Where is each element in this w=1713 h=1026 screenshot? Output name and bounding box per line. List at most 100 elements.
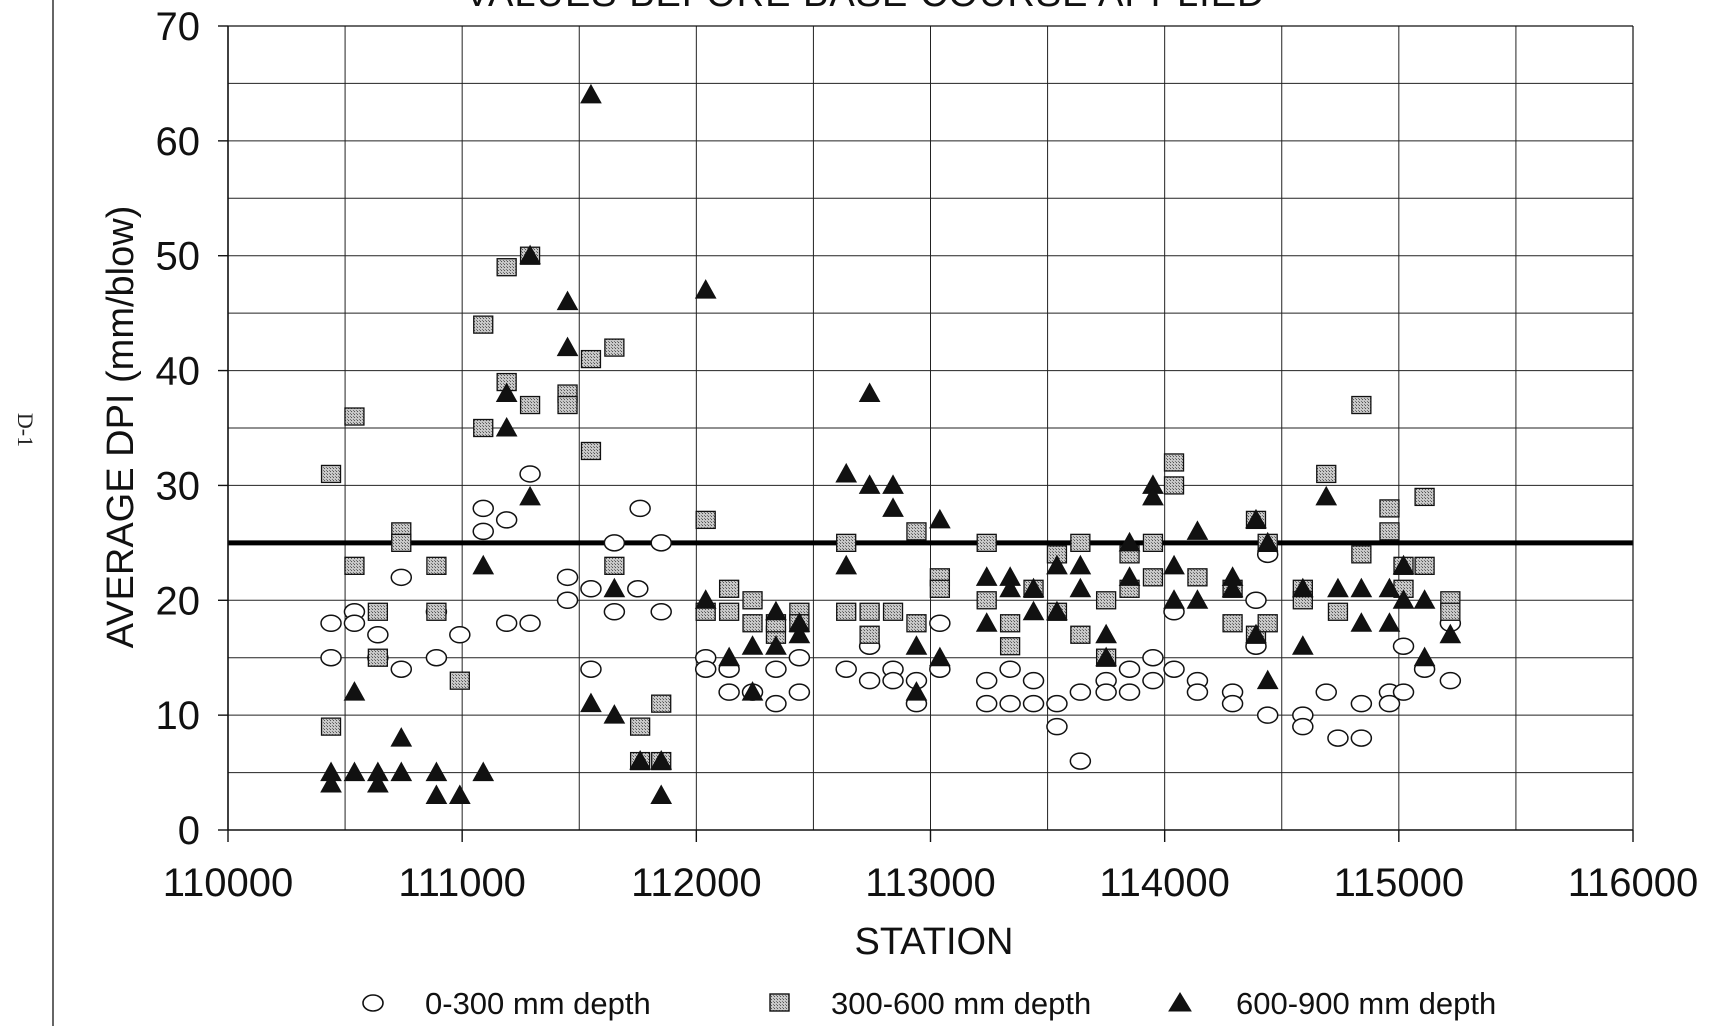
point-triangle — [741, 681, 764, 701]
point-triangle — [1022, 600, 1045, 621]
point-square — [426, 556, 447, 575]
point-triangle — [1413, 646, 1436, 667]
point-triangle — [390, 761, 413, 782]
point-circle — [367, 625, 389, 644]
legend-item-600-900: 600-900 mm depth — [1168, 986, 1496, 1021]
chart-title: VALUES BEFORE BASE COURSE APPLIED — [465, 0, 1266, 15]
y-tick-label: 40 — [156, 350, 201, 394]
point-circle — [999, 660, 1021, 678]
point-square — [929, 579, 951, 598]
point-triangle — [650, 784, 673, 805]
legend: 0-300 mm depth 300-600 mm depth 600-900 … — [362, 986, 1496, 1021]
page-label: D-1 — [13, 413, 38, 447]
point-square — [1414, 556, 1435, 575]
point-circle — [627, 580, 649, 598]
point-triangle — [765, 600, 787, 621]
point-square — [519, 395, 541, 415]
point-triangle — [835, 462, 858, 483]
x-tick-label: 114000 — [1099, 861, 1230, 905]
point-square — [1440, 602, 1461, 621]
point-triangle — [1256, 669, 1279, 690]
point-square — [1316, 464, 1337, 484]
point-triangle — [1118, 531, 1141, 552]
point-triangle — [1022, 577, 1045, 598]
point-circle — [1256, 706, 1279, 724]
point-circle — [1118, 660, 1141, 678]
point-circle — [1046, 694, 1068, 713]
point-triangle — [1378, 612, 1401, 632]
point-square — [1187, 568, 1208, 587]
point-circle — [629, 499, 651, 518]
y-tick-label: 0 — [178, 809, 200, 853]
point-triangle — [390, 727, 413, 747]
point-circle — [603, 603, 626, 621]
x-tick-label: 116000 — [1568, 861, 1699, 905]
point-square — [999, 614, 1021, 633]
point-triangle — [765, 635, 787, 655]
point-circle — [765, 694, 787, 713]
point-triangle — [1291, 635, 1314, 655]
point-square — [836, 602, 857, 621]
point-circle — [1221, 694, 1244, 713]
point-square — [367, 602, 389, 621]
y-tick-label: 50 — [156, 235, 201, 279]
point-square — [473, 418, 494, 438]
point-triangle — [975, 612, 998, 632]
point-circle — [556, 591, 579, 610]
point-circle — [650, 534, 672, 552]
point-triangle — [905, 681, 928, 701]
point-triangle — [343, 681, 366, 701]
point-triangle — [1163, 589, 1185, 609]
point-circle — [999, 694, 1021, 713]
point-square — [1070, 625, 1091, 644]
point-circle — [1186, 683, 1209, 701]
point-square — [1351, 395, 1372, 415]
point-triangle — [1315, 485, 1338, 506]
point-triangle — [1256, 531, 1279, 552]
point-circle — [519, 614, 541, 633]
point-triangle — [1350, 612, 1373, 632]
point-triangle — [1378, 577, 1401, 598]
point-triangle — [975, 566, 998, 586]
point-circle — [390, 568, 413, 587]
point-circle — [1095, 683, 1117, 701]
point-triangle — [603, 577, 626, 598]
point-triangle — [603, 704, 626, 724]
point-square — [1379, 499, 1400, 518]
point-triangle — [1350, 577, 1373, 598]
point-triangle — [1186, 589, 1209, 609]
point-triangle — [1245, 623, 1267, 644]
point-circle — [882, 671, 904, 690]
point-triangle — [425, 761, 448, 782]
point-square — [604, 556, 625, 575]
point-triangle — [835, 554, 858, 575]
point-circle — [1163, 660, 1185, 678]
point-circle — [858, 671, 881, 690]
point-square — [367, 648, 389, 667]
point-square — [695, 510, 716, 530]
y-tick-label: 60 — [156, 120, 201, 164]
point-circle — [765, 660, 787, 678]
point-square — [1327, 602, 1349, 621]
point-triangle — [1392, 589, 1415, 609]
point-triangle — [929, 508, 951, 529]
point-triangle — [858, 382, 881, 403]
point-triangle — [718, 646, 740, 667]
point-square — [391, 533, 412, 553]
point-square — [976, 591, 997, 610]
point-circle — [788, 648, 811, 667]
point-square — [320, 717, 342, 736]
point-triangle — [472, 761, 495, 782]
point-square — [882, 602, 904, 621]
point-square — [999, 637, 1021, 656]
point-circle — [694, 660, 717, 678]
point-square — [906, 522, 927, 541]
point-circle — [975, 694, 998, 713]
point-triangle — [788, 623, 811, 644]
y-tick-labels: 0 10 20 30 40 50 60 70 — [156, 5, 228, 853]
point-circle — [603, 534, 626, 552]
x-tick-labels: 110000 111000 112000 113000 114000 115000 1160… — [163, 830, 1699, 905]
y-tick-label: 70 — [156, 5, 201, 49]
point-square — [1163, 476, 1185, 495]
